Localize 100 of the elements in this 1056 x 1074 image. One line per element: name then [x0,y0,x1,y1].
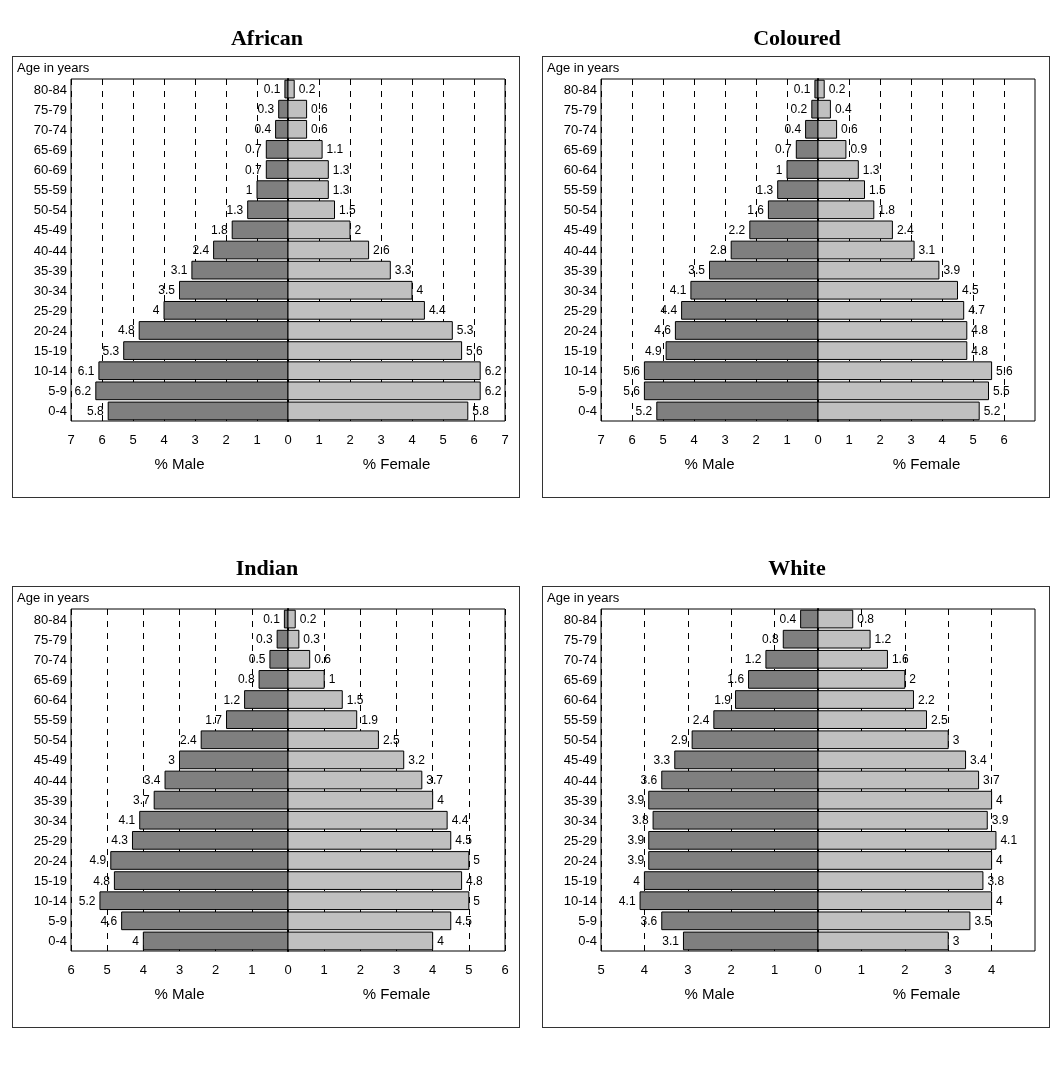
y-tick-label: 30-34 [33,282,67,298]
data-label: 5.2 [78,893,96,908]
data-label: 4.8 [971,343,989,358]
x-tick-label: 2 [212,962,220,977]
data-label: 2.5 [382,732,400,747]
data-label: 4.8 [466,873,484,888]
x-tick-label: 0 [814,432,822,447]
text: % Male [684,984,735,1002]
y-tick-label: 45-49 [563,222,597,238]
data-label: 4 [996,893,1004,908]
data-label: 2.2 [728,222,746,237]
data-label: 5.3 [102,343,120,358]
data-label: 4 [633,873,641,888]
y-tick-label: 65-69 [33,671,67,687]
chart-title: White [767,554,827,582]
y-tick-label: 10-14 [33,363,67,379]
y-tick-label: 50-54 [33,202,67,218]
data-label: 3.8 [631,813,649,828]
data-label: 6.2 [484,363,502,378]
data-label: 4.8 [971,323,989,338]
data-label: 5.2 [635,403,653,418]
y-tick-label: 0-4 [48,403,67,419]
data-label: 4.5 [455,913,473,928]
y-axis-title: Age in years [17,590,90,605]
data-label: 1 [328,672,336,687]
x-tick-label: 6 [98,432,106,447]
y-tick-label: 30-34 [563,812,597,828]
data-label: 4 [437,793,445,808]
y-tick-label: 60-64 [33,692,67,708]
x-tick-label: 0 [814,962,822,977]
data-label: 3.7 [133,793,150,808]
text: % Female [892,984,961,1002]
data-label: 5.8 [87,403,105,418]
data-label: 2 [909,672,917,687]
data-label: 1.2 [874,632,892,647]
y-tick-label: 0-4 [48,933,67,949]
data-label: 2.6 [373,243,391,257]
data-label: 6.2 [74,383,92,398]
text: % Female [892,454,961,472]
x-tick-label: 1 [315,432,323,447]
data-label: 0.1 [793,82,811,97]
x-tick-label: 2 [752,432,760,447]
x-tick-label: 5 [659,432,667,447]
data-label: 5.8 [472,403,490,418]
data-label: 3.2 [408,752,426,767]
data-label: 3.6 [640,773,658,787]
data-label: 1 [245,182,253,197]
data-label: 3 [952,933,960,948]
y-tick-label: 20-24 [33,322,67,338]
y-tick-label: 65-69 [563,141,597,157]
y-tick-label: 55-59 [563,712,597,728]
x-tick-label: 2 [727,962,735,977]
data-label: 0.2 [298,82,316,97]
data-label: 2.5 [931,712,949,727]
y-tick-label: 30-34 [33,812,67,828]
data-label: 3.5 [158,283,176,298]
x-tick-label: 6 [1000,432,1008,447]
data-label: 2.9 [670,732,688,747]
data-label: 3.1 [918,243,936,257]
y-tick-label: 40-44 [33,242,67,258]
data-label: 2 [354,222,362,237]
y-tick-label: 70-74 [563,121,597,137]
data-label: 0.6 [311,122,329,137]
x-tick-label: 5 [129,432,137,447]
data-label: 1.3 [332,182,350,197]
data-label: 0.4 [784,122,802,137]
y-tick-label: 35-39 [563,262,597,278]
y-tick-label: 80-84 [33,81,67,97]
data-label: 5.6 [623,363,641,378]
data-label: 5.6 [996,363,1014,378]
y-tick-label: 50-54 [563,202,597,218]
y-tick-label: 25-29 [33,302,67,318]
data-label: 4.8 [93,873,111,888]
y-tick-label: 25-29 [563,302,597,318]
data-label: 1.2 [744,652,762,667]
y-tick-label: 5-9 [578,913,597,929]
data-label: 3.3 [653,752,671,767]
data-label: 3.3 [394,263,412,278]
data-label: 1.3 [332,162,350,177]
y-tick-label: 80-84 [33,611,67,627]
data-label: 1 [775,162,783,177]
data-label: 3.8 [987,873,1005,888]
x-tick-label: 3 [721,432,729,447]
y-tick-label: 65-69 [563,671,597,687]
data-label: 1.2 [223,692,241,707]
data-label: 0.2 [828,82,846,97]
data-label: 0.8 [857,612,875,627]
y-tick-label: 40-44 [33,772,67,788]
y-tick-label: 15-19 [33,873,67,889]
data-label: 3.6 [640,913,658,928]
y-tick-label: 45-49 [33,752,67,768]
data-label: 4.1 [118,813,136,828]
x-tick-label: 4 [139,962,147,977]
x-tick-label: 1 [248,962,256,977]
data-label: 0.9 [850,142,868,157]
y-tick-label: 35-39 [33,262,67,278]
x-tick-label: 6 [501,962,509,977]
y-tick-label: 70-74 [33,121,67,137]
y-tick-label: 50-54 [33,732,67,748]
x-tick-label: 7 [501,432,509,447]
